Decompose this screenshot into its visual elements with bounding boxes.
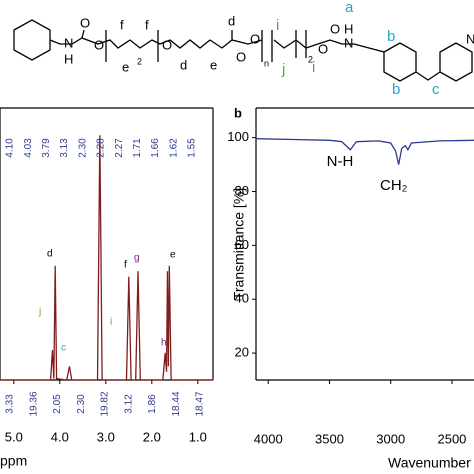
label: j (281, 61, 285, 78)
atom: H (344, 21, 353, 36)
x-tick-label: 5.0 (5, 429, 23, 444)
label: f (145, 17, 149, 32)
atom: H (64, 51, 73, 66)
label: n (264, 58, 269, 68)
structure-labels: N H O O f f e 2 O d e d O O n i j 2 i O … (64, 0, 474, 98)
label: a (345, 0, 354, 16)
atom: N (466, 31, 474, 46)
atom: O (318, 41, 328, 56)
chain (273, 39, 385, 53)
shift-label: 1.55 (187, 138, 198, 158)
peak-label: j (38, 307, 41, 318)
label: e (122, 59, 129, 74)
atom: N (64, 35, 73, 50)
annotation: CH₂ (380, 177, 408, 194)
integral-label: 1.86 (147, 394, 158, 414)
y-tick-label: 80 (235, 183, 249, 198)
x-tick-label: 3500 (315, 431, 344, 446)
x-tick-label: 4.0 (51, 429, 69, 444)
ring (439, 42, 473, 82)
panel-label: b (234, 105, 242, 120)
atom: O (250, 31, 260, 46)
integral-label: 3.33 (5, 394, 16, 414)
peak-label: d (47, 249, 53, 260)
x-tick-label: 4000 (254, 431, 283, 446)
y-tick-label: 20 (235, 345, 249, 360)
y-tick-label: 60 (235, 237, 249, 252)
atom: O (236, 49, 246, 64)
atom: O (94, 37, 104, 52)
line (0, 135, 213, 381)
label: b (387, 28, 395, 45)
shift-label: 2.28 (96, 138, 107, 158)
integral-label: 2.30 (76, 394, 87, 414)
atom: O (330, 21, 340, 36)
integral-label: 19.36 (28, 391, 39, 416)
label: i (312, 59, 315, 76)
label: i (276, 17, 279, 34)
label: d (180, 57, 187, 72)
integral-label: 18.47 (195, 391, 206, 416)
integral-label: 2.05 (52, 394, 63, 414)
y-axis-label: Transmittance [%] (231, 188, 247, 300)
shift-label: 2.27 (114, 138, 125, 158)
integral-label: 19.82 (100, 391, 111, 416)
line (255, 138, 474, 165)
y-tick-label: 40 (235, 291, 249, 306)
label: c (432, 81, 440, 98)
bond (81, 29, 85, 39)
label: f (120, 17, 124, 32)
x-tick-label: 1.0 (189, 429, 207, 444)
integral-label: 18.44 (171, 391, 182, 416)
atom: O (162, 37, 172, 52)
peak-label: f (124, 260, 127, 271)
x-tick-label: 2500 (437, 431, 466, 446)
shift-label: 1.71 (132, 138, 143, 158)
x-tick-label: 3.0 (97, 429, 115, 444)
peak-label: h (161, 338, 167, 349)
integral-label: 3.12 (123, 394, 134, 414)
shift-label: 4.10 (5, 138, 16, 158)
x-tick-label: 2.0 (143, 429, 161, 444)
annotation: N-H (327, 153, 354, 170)
peak-label: c (61, 343, 66, 354)
label: d (228, 13, 235, 28)
label: 2 (308, 54, 313, 64)
atom: O (80, 15, 90, 30)
peak-label: i (110, 317, 112, 328)
nmr-peak-labels: j d c i f g h e (38, 249, 176, 354)
chain (49, 37, 263, 49)
x-tick-label: 3000 (376, 431, 405, 446)
x-axis-label: ppm (0, 453, 27, 469)
peak-label: g (134, 253, 140, 264)
y-tick-label: 100 (227, 129, 249, 144)
label: 2 (137, 56, 142, 66)
atom: N (344, 35, 353, 50)
label: b (392, 81, 400, 98)
shift-label: 4.03 (23, 138, 34, 158)
x-axis-label: Wavenumber (388, 455, 471, 471)
shift-label: 1.66 (150, 138, 161, 158)
ring (383, 42, 417, 82)
shift-label: 3.79 (41, 138, 52, 158)
label: e (210, 57, 217, 72)
structure (13, 19, 473, 82)
peak-label: e (170, 250, 176, 261)
bridge (415, 71, 441, 81)
ring (13, 19, 51, 61)
shift-label: 1.62 (168, 138, 179, 158)
shift-label: 2.30 (77, 138, 88, 158)
shift-label: 3.13 (59, 138, 70, 158)
